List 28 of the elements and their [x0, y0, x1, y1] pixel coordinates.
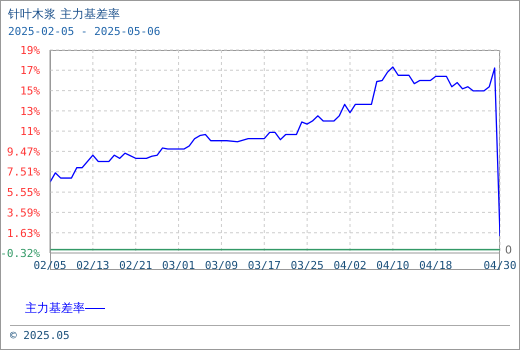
chart-title: 针叶木浆 主力基差率 [8, 6, 120, 23]
y-tick-label: 3.59% [6, 206, 40, 220]
y-tick-label: -0.32% [0, 247, 40, 260]
x-tick-label: 03/25 [290, 258, 324, 272]
x-tick-label: 04/30 [483, 258, 517, 272]
y-tick-label: 15% [20, 84, 40, 98]
ref-line-label: 0 [505, 244, 512, 257]
y-tick-label: 17% [20, 64, 40, 78]
text: © 2025.05 [10, 329, 70, 342]
line-series [50, 66, 500, 237]
y-tick-label: 11% [20, 125, 40, 138]
x-tick-label: 03/09 [204, 258, 238, 272]
x-tick-label: 02/13 [76, 258, 110, 272]
y-tick-label: 19% [20, 44, 40, 57]
y-tick-label: 1.63% [6, 226, 40, 240]
chart-subtitle: 2025-02-05 - 2025-05-06 [8, 25, 160, 38]
y-tick-label: 9.47% [6, 145, 40, 158]
x-tick-label: 02/05 [33, 258, 67, 272]
y-tick-label: 7.51% [6, 166, 40, 179]
x-tick-label: 03/17 [248, 258, 281, 272]
legend-label: 主力基差率 [25, 300, 85, 317]
x-tick-label: 03/01 [162, 258, 196, 272]
x-tick-label: 04/02 [333, 258, 367, 272]
x-tick-label: 04/10 [376, 258, 410, 272]
x-tick-label: 02/21 [119, 258, 152, 272]
y-tick-label: 5.55% [6, 186, 40, 200]
x-tick-label: 04/18 [419, 258, 452, 272]
y-tick-label: 13% [20, 104, 40, 118]
